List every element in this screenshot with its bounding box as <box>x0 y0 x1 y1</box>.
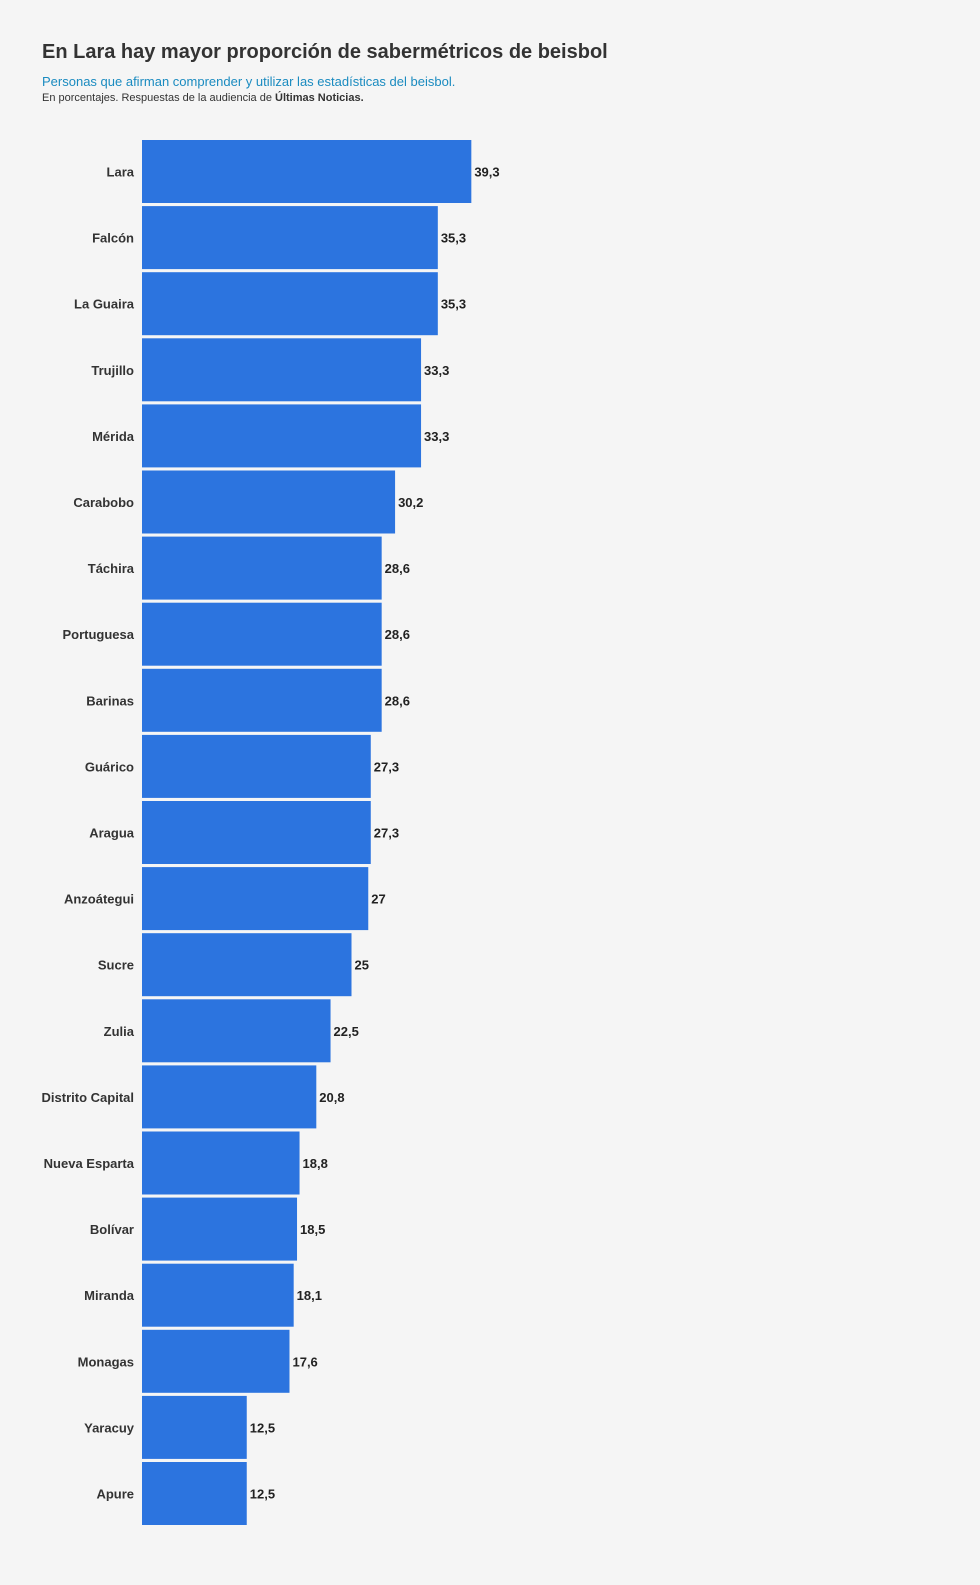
category-label: Anzoátegui <box>64 892 134 907</box>
bar-row: Lara 39,3 <box>107 140 500 203</box>
bar-row: Distrito Capital 20,8 <box>42 1065 345 1129</box>
category-label: Falcón <box>92 231 134 246</box>
category-label: Monagas <box>78 1354 134 1369</box>
chart-note: En porcentajes. Respuestas de la audienc… <box>42 91 922 106</box>
value-label: 28,6 <box>385 561 410 576</box>
bar <box>142 338 422 402</box>
value-label: 33,3 <box>424 363 449 378</box>
value-label: 35,3 <box>441 297 466 312</box>
bar-row: La Guaira 35,3 <box>74 272 466 336</box>
bar <box>142 206 438 270</box>
category-label: Apure <box>96 1487 134 1502</box>
value-label: 12,5 <box>250 1420 275 1435</box>
bar <box>142 404 422 468</box>
bar <box>142 272 438 336</box>
bar <box>142 933 352 997</box>
bar-row: Monagas 17,6 <box>78 1329 318 1393</box>
category-label: Aragua <box>89 826 135 841</box>
note-prefix: En porcentajes. Respuestas de la audienc… <box>42 92 275 104</box>
bar <box>142 1395 247 1459</box>
note-source: Últimas Noticias. <box>275 92 364 104</box>
bar-row: Falcón 35,3 <box>92 206 466 270</box>
value-label: 27 <box>371 892 385 907</box>
category-label: Guárico <box>85 759 134 774</box>
value-label: 18,8 <box>303 1156 328 1171</box>
bar <box>142 867 369 931</box>
value-label: 35,3 <box>441 231 466 246</box>
bar-row: Trujillo 33,3 <box>91 338 449 402</box>
value-label: 25 <box>355 958 369 973</box>
chart-subtitle: Personas que afirman comprender y utiliz… <box>42 74 456 89</box>
value-label: 28,6 <box>385 693 410 708</box>
category-label: Miranda <box>84 1288 135 1303</box>
value-label: 30,2 <box>398 495 423 510</box>
bar <box>142 1462 247 1525</box>
category-label: Barinas <box>86 693 134 708</box>
category-label: Trujillo <box>91 363 134 378</box>
bar-row: Guárico 27,3 <box>85 734 399 798</box>
bar <box>142 668 382 732</box>
bar-row: Sucre 25 <box>98 933 369 997</box>
bar-row: Zulia 22,5 <box>104 999 359 1063</box>
value-label: 27,3 <box>374 759 399 774</box>
category-label: Táchira <box>88 561 135 576</box>
bar <box>142 1329 290 1393</box>
bar-row: Nueva Esparta 18,8 <box>44 1131 328 1195</box>
bar-row: Mérida 33,3 <box>92 404 449 468</box>
value-label: 18,1 <box>297 1288 322 1303</box>
value-label: 18,5 <box>300 1222 325 1237</box>
category-label: Zulia <box>104 1024 135 1039</box>
category-label: Yaracuy <box>84 1420 135 1435</box>
category-label: Lara <box>107 165 135 180</box>
bar <box>142 801 371 864</box>
bar-row: Aragua 27,3 <box>89 801 399 864</box>
category-label: La Guaira <box>74 297 135 312</box>
bar-row: Bolívar 18,5 <box>90 1197 325 1261</box>
bar <box>142 602 382 666</box>
value-label: 22,5 <box>334 1024 359 1039</box>
category-label: Nueva Esparta <box>44 1156 135 1171</box>
category-label: Bolívar <box>90 1222 134 1237</box>
category-label: Portuguesa <box>62 627 134 642</box>
bar <box>142 1197 298 1261</box>
value-label: 39,3 <box>474 165 499 180</box>
bar <box>142 140 472 203</box>
bar-row: Barinas 28,6 <box>86 668 410 732</box>
bar-row: Apure 12,5 <box>96 1462 275 1525</box>
bar <box>142 470 396 534</box>
category-label: Mérida <box>92 429 135 444</box>
value-label: 27,3 <box>374 826 399 841</box>
value-label: 28,6 <box>385 627 410 642</box>
category-label: Distrito Capital <box>42 1090 134 1105</box>
bar <box>142 999 331 1063</box>
bar-row: Táchira 28,6 <box>88 536 410 600</box>
bar-row: Yaracuy 12,5 <box>84 1395 275 1459</box>
value-label: 17,6 <box>292 1354 317 1369</box>
bar <box>142 734 371 798</box>
category-label: Sucre <box>98 958 134 973</box>
bar <box>142 1263 294 1327</box>
bar <box>142 1065 317 1129</box>
bar <box>142 1131 300 1195</box>
bar-row: Carabobo 30,2 <box>73 470 423 534</box>
value-label: 33,3 <box>424 429 449 444</box>
value-label: 12,5 <box>250 1487 275 1502</box>
category-label: Carabobo <box>73 495 134 510</box>
bar <box>142 536 382 600</box>
bar-row: Miranda 18,1 <box>84 1263 322 1327</box>
chart-header: En Lara hay mayor proporción de sabermét… <box>42 38 922 106</box>
value-label: 20,8 <box>319 1090 344 1105</box>
chart-title: En Lara hay mayor proporción de sabermét… <box>42 41 608 63</box>
bar-row: Portuguesa 28,6 <box>62 602 410 666</box>
bar-row: Anzoátegui 27 <box>64 867 386 931</box>
